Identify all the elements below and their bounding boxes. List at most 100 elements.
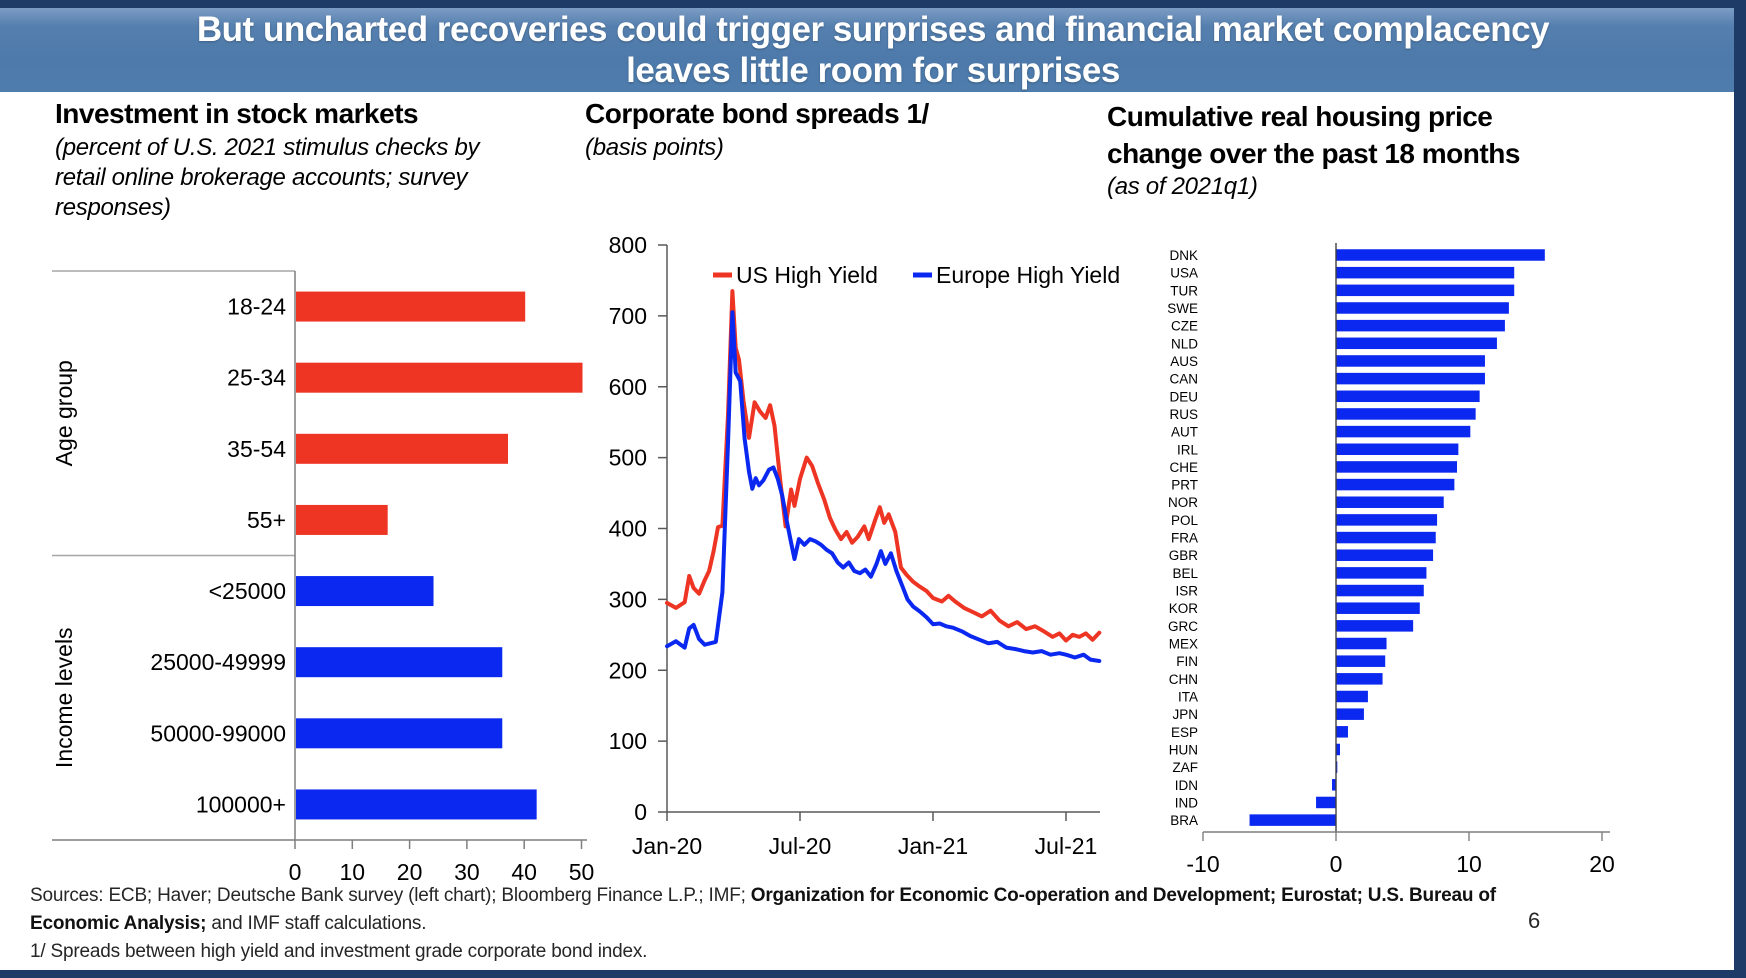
bar — [1336, 514, 1438, 526]
country-label: POL — [1171, 513, 1199, 528]
country-label: GBR — [1169, 548, 1199, 563]
country-label: NLD — [1171, 336, 1198, 351]
header-title-line2: leaves little room for surprises — [626, 51, 1120, 90]
investment-bar-chart: 0 10 20 30 40 50 18-24 25-34 35-54 55+ <25000 25000… — [51, 270, 595, 885]
bar — [1336, 461, 1458, 473]
x-axis-tick-label: 40 — [511, 859, 537, 885]
left-chart-title: Investment in stock markets — [55, 98, 419, 129]
bar — [296, 647, 503, 678]
x-axis-tick-label: Jul-21 — [1035, 833, 1098, 859]
country-label: AUS — [1170, 354, 1198, 369]
footnote: 1/ Spreads between high yield and invest… — [30, 941, 648, 962]
bar — [1336, 743, 1340, 756]
y-axis-tick-label: 500 — [609, 445, 647, 471]
middle-chart-title: Corporate bond spreads 1/ — [585, 98, 929, 129]
left-chart-subtitle-line1: (percent of U.S. 2021 stimulus checks by — [55, 134, 480, 161]
x-axis-tick-label: Jan-20 — [632, 833, 702, 859]
category-label: 25-34 — [227, 365, 286, 391]
country-label: ITA — [1178, 690, 1198, 705]
category-label: 35-54 — [227, 436, 286, 462]
bar — [296, 576, 434, 607]
bar — [1336, 690, 1368, 703]
bar — [1336, 478, 1455, 491]
country-label: AUT — [1171, 425, 1198, 440]
footer-line1: Sources: ECB; Haver; Deutsche Bank surve… — [30, 882, 1530, 910]
country-label: ESP — [1171, 725, 1198, 740]
country-label: MEX — [1169, 637, 1198, 652]
bottom-border-strip — [0, 970, 1746, 978]
footer-sources: Sources: ECB; Haver; Deutsche Bank surve… — [30, 882, 1530, 966]
bar — [1336, 655, 1386, 667]
x-axis-tick-label: 10 — [340, 859, 366, 885]
country-label: FIN — [1176, 654, 1198, 669]
right-chart-title: Cumulative real housing price change ove… — [1107, 98, 1520, 172]
country-label: TUR — [1170, 283, 1198, 298]
country-label: HUN — [1169, 742, 1198, 757]
legend-label-us: US High Yield — [736, 262, 878, 288]
bar — [1336, 390, 1480, 403]
bar — [1336, 372, 1485, 385]
country-label: RUS — [1169, 407, 1198, 422]
group-label-age: Age group — [51, 360, 77, 466]
bar — [296, 504, 388, 535]
bar — [1336, 726, 1348, 738]
x-axis-tick-label: 10 — [1456, 851, 1482, 877]
country-label: CHE — [1169, 460, 1198, 475]
x-axis-tick-label: 50 — [569, 859, 595, 885]
x-axis-tick-label: 20 — [397, 859, 423, 885]
bar — [1336, 266, 1515, 279]
x-axis-tick-label: 30 — [454, 859, 480, 885]
category-label: 55+ — [247, 507, 286, 533]
category-label: 18-24 — [227, 294, 286, 320]
top-border-strip — [0, 0, 1746, 8]
country-label: JPN — [1172, 707, 1198, 722]
country-label: USA — [1170, 266, 1198, 281]
country-label: BEL — [1172, 566, 1198, 581]
bar — [1336, 673, 1383, 685]
y-axis-tick-label: 700 — [609, 303, 647, 329]
y-axis-tick-label: 100 — [609, 728, 647, 754]
y-axis-tick-label: 800 — [609, 235, 647, 258]
middle-chart-subtitle: (basis points) — [585, 134, 724, 161]
housing-price-bar-chart: DNK USA TUR SWE CZE NLD AUS CAN DEU RUS AUT IRL CHE P… — [1167, 243, 1615, 877]
category-label: 50000-99000 — [150, 720, 286, 746]
sources-text-bold2: Economic Analysis; — [30, 913, 207, 934]
bar — [1336, 584, 1424, 597]
bar — [1336, 302, 1509, 314]
bar — [1336, 319, 1505, 332]
x-axis-tick-label: 0 — [289, 859, 302, 885]
y-axis-tick-label: 600 — [609, 374, 647, 400]
bar — [1336, 567, 1427, 579]
bar — [1336, 443, 1459, 456]
category-label: 25000-49999 — [150, 649, 286, 675]
left-chart-subtitle-line2: retail online brokerage accounts; survey — [55, 164, 468, 191]
sources-text-regular2: and IMF staff calculations. — [206, 913, 427, 934]
x-axis-tick-label: -10 — [1186, 851, 1219, 877]
page-number: 6 — [1528, 908, 1541, 933]
country-label: IRL — [1177, 442, 1199, 457]
bar — [1336, 620, 1414, 632]
bar — [1332, 779, 1336, 791]
country-label: IDN — [1175, 778, 1198, 793]
country-label: GRC — [1168, 619, 1198, 634]
x-axis-tick-label: Jan-21 — [898, 833, 968, 859]
footer-line2: Economic Analysis; and IMF staff calcula… — [30, 910, 1530, 938]
bar — [1336, 637, 1387, 650]
country-label: SWE — [1167, 301, 1198, 316]
bar — [1249, 814, 1336, 826]
bar — [1336, 708, 1364, 720]
bar — [1336, 284, 1515, 297]
country-label: CAN — [1169, 372, 1198, 387]
x-axis-tick-label: 0 — [1330, 851, 1343, 877]
right-chart-subtitle: (as of 2021q1) — [1107, 173, 1258, 200]
bond-spreads-line-chart: 0 100 200 300 400 500 600 700 800 Jan-20 Jul-20 Jan… — [609, 235, 1120, 859]
category-label: 100000+ — [196, 791, 286, 817]
country-label: FRA — [1171, 531, 1198, 546]
bar — [1336, 355, 1485, 367]
y-axis-tick-label: 400 — [609, 516, 647, 542]
country-label: CZE — [1171, 319, 1198, 334]
bar — [296, 291, 526, 322]
left-chart-subtitle: (percent of U.S. 2021 stimulus checks by… — [55, 133, 480, 223]
bar — [296, 718, 503, 749]
